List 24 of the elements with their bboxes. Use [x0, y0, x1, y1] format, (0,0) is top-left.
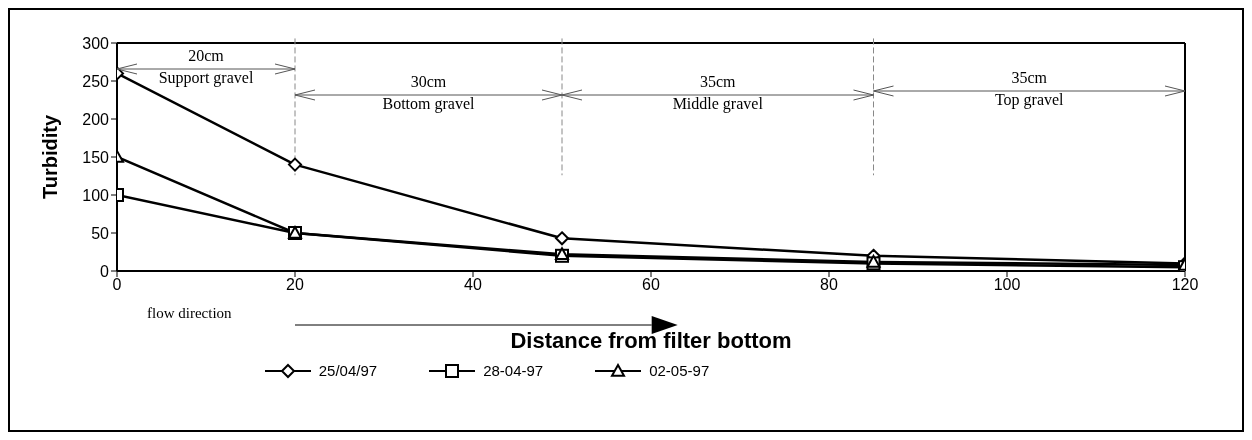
- legend-label: 02-05-97: [649, 362, 710, 379]
- y-tick-label: 300: [82, 34, 110, 52]
- annotation: 35cm Middle gravel: [672, 73, 764, 113]
- x-tick-label: 40: [464, 276, 482, 294]
- annotation: 20cm Support gravel: [158, 47, 254, 87]
- y-tick-label: 0: [100, 262, 110, 280]
- text: flow direction: [147, 305, 233, 321]
- y-tick-label: 100: [82, 186, 110, 204]
- y-tick-label: 200: [82, 110, 110, 128]
- y-tick-label: 50: [91, 224, 110, 242]
- legend-label: 25/04/97: [318, 362, 378, 379]
- x-tick-label: 80: [820, 276, 838, 294]
- x-axis-title: Distance from filter bottom: [510, 328, 792, 353]
- legend-label: 28-04-97: [483, 362, 544, 379]
- x-tick-label: 60: [642, 276, 660, 294]
- annotation: 35cm Top gravel: [994, 69, 1065, 109]
- x-tick-label: 100: [993, 276, 1021, 294]
- y-tick-label: 250: [82, 72, 110, 90]
- y-tick-label: 150: [82, 148, 110, 166]
- x-tick-label: 0: [112, 276, 122, 294]
- annotation: 30cm Bottom gravel: [382, 73, 476, 113]
- y-axis-title: Turbidity: [39, 114, 62, 200]
- x-tick-label: 120: [1171, 276, 1199, 294]
- x-tick-label: 20: [286, 276, 304, 294]
